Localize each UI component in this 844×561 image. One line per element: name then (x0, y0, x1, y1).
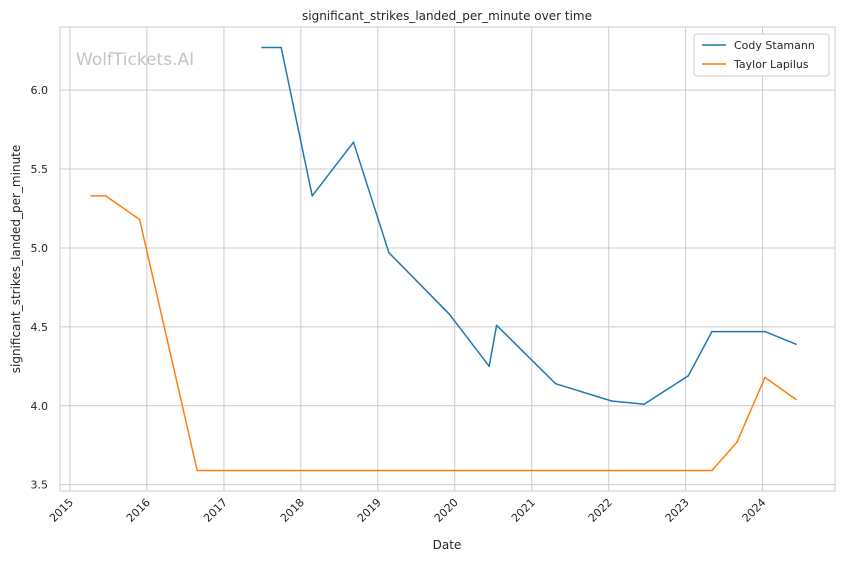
x-tick-label: 2018 (278, 496, 307, 525)
series-lines (90, 46, 797, 472)
data-point-taylor-lapilus (764, 376, 766, 379)
y-tick-label: 5.0 (31, 242, 49, 255)
data-point-cody-stamann (687, 374, 690, 377)
data-point-taylor-lapilus (736, 441, 738, 443)
legend-label-taylor-lapilus: Taylor Lapilus (733, 58, 809, 71)
x-tick-label: 2022 (586, 496, 615, 525)
x-tick-labels: 2015 2016 2017 2018 2019 2020 2021 2022 2023 2024 (47, 496, 769, 525)
data-point-cody-stamann (311, 195, 314, 197)
x-tick-label: 2020 (432, 496, 461, 525)
data-point-taylor-lapilus (196, 469, 198, 472)
y-tick-label: 4.0 (31, 400, 49, 413)
data-point-cody-stamann (610, 400, 613, 402)
data-point-cody-stamann (795, 343, 797, 346)
data-point-cody-stamann (352, 141, 355, 144)
y-tick-label: 5.5 (31, 163, 49, 176)
data-point-taylor-lapilus (104, 195, 107, 197)
x-tick-label: 2023 (663, 496, 692, 525)
y-tick-labels: 3.5 4.0 4.5 5.0 5.5 6.0 (31, 84, 49, 492)
x-tick-label: 2024 (740, 496, 769, 525)
series-line-taylor-lapilus (91, 195, 797, 472)
y-tick-label: 4.5 (31, 321, 49, 334)
data-point-cody-stamann (554, 382, 557, 385)
grid (60, 27, 835, 491)
data-point-cody-stamann (280, 46, 283, 49)
data-point-cody-stamann (495, 324, 498, 327)
data-point-taylor-lapilus (711, 469, 713, 472)
data-point-taylor-lapilus (795, 398, 797, 401)
y-axis-label: significant_strikes_landed_per_minute (9, 145, 23, 374)
data-point-cody-stamann (711, 330, 713, 333)
data-point-cody-stamann (448, 313, 451, 316)
data-point-cody-stamann (643, 403, 645, 405)
data-point-cody-stamann (388, 251, 390, 254)
watermark: WolfTickets.AI (76, 50, 194, 70)
x-tick-label: 2019 (355, 496, 384, 525)
x-tick-label: 2016 (124, 496, 153, 525)
data-point-cody-stamann (488, 365, 491, 368)
legend-label-cody-stamann: Cody Stamann (734, 39, 815, 52)
x-tick-label: 2015 (47, 496, 76, 525)
data-point-cody-stamann (764, 330, 766, 333)
data-point-taylor-lapilus (138, 218, 141, 221)
x-tick-label: 2017 (201, 496, 230, 525)
x-axis-label: Date (433, 538, 462, 552)
data-point-taylor-lapilus (90, 195, 92, 197)
y-tick-label: 6.0 (31, 84, 49, 97)
legend: Cody Stamann Taylor Lapilus (693, 33, 830, 77)
plot-area-frame (59, 26, 836, 492)
series-line-cody-stamann (262, 46, 797, 405)
y-tick-label: 3.5 (31, 479, 49, 492)
chart-title: significant_strikes_landed_per_minute ov… (302, 9, 592, 23)
data-point-cody-stamann (261, 46, 263, 49)
legend-box (693, 33, 830, 77)
x-tick-label: 2021 (509, 496, 538, 525)
